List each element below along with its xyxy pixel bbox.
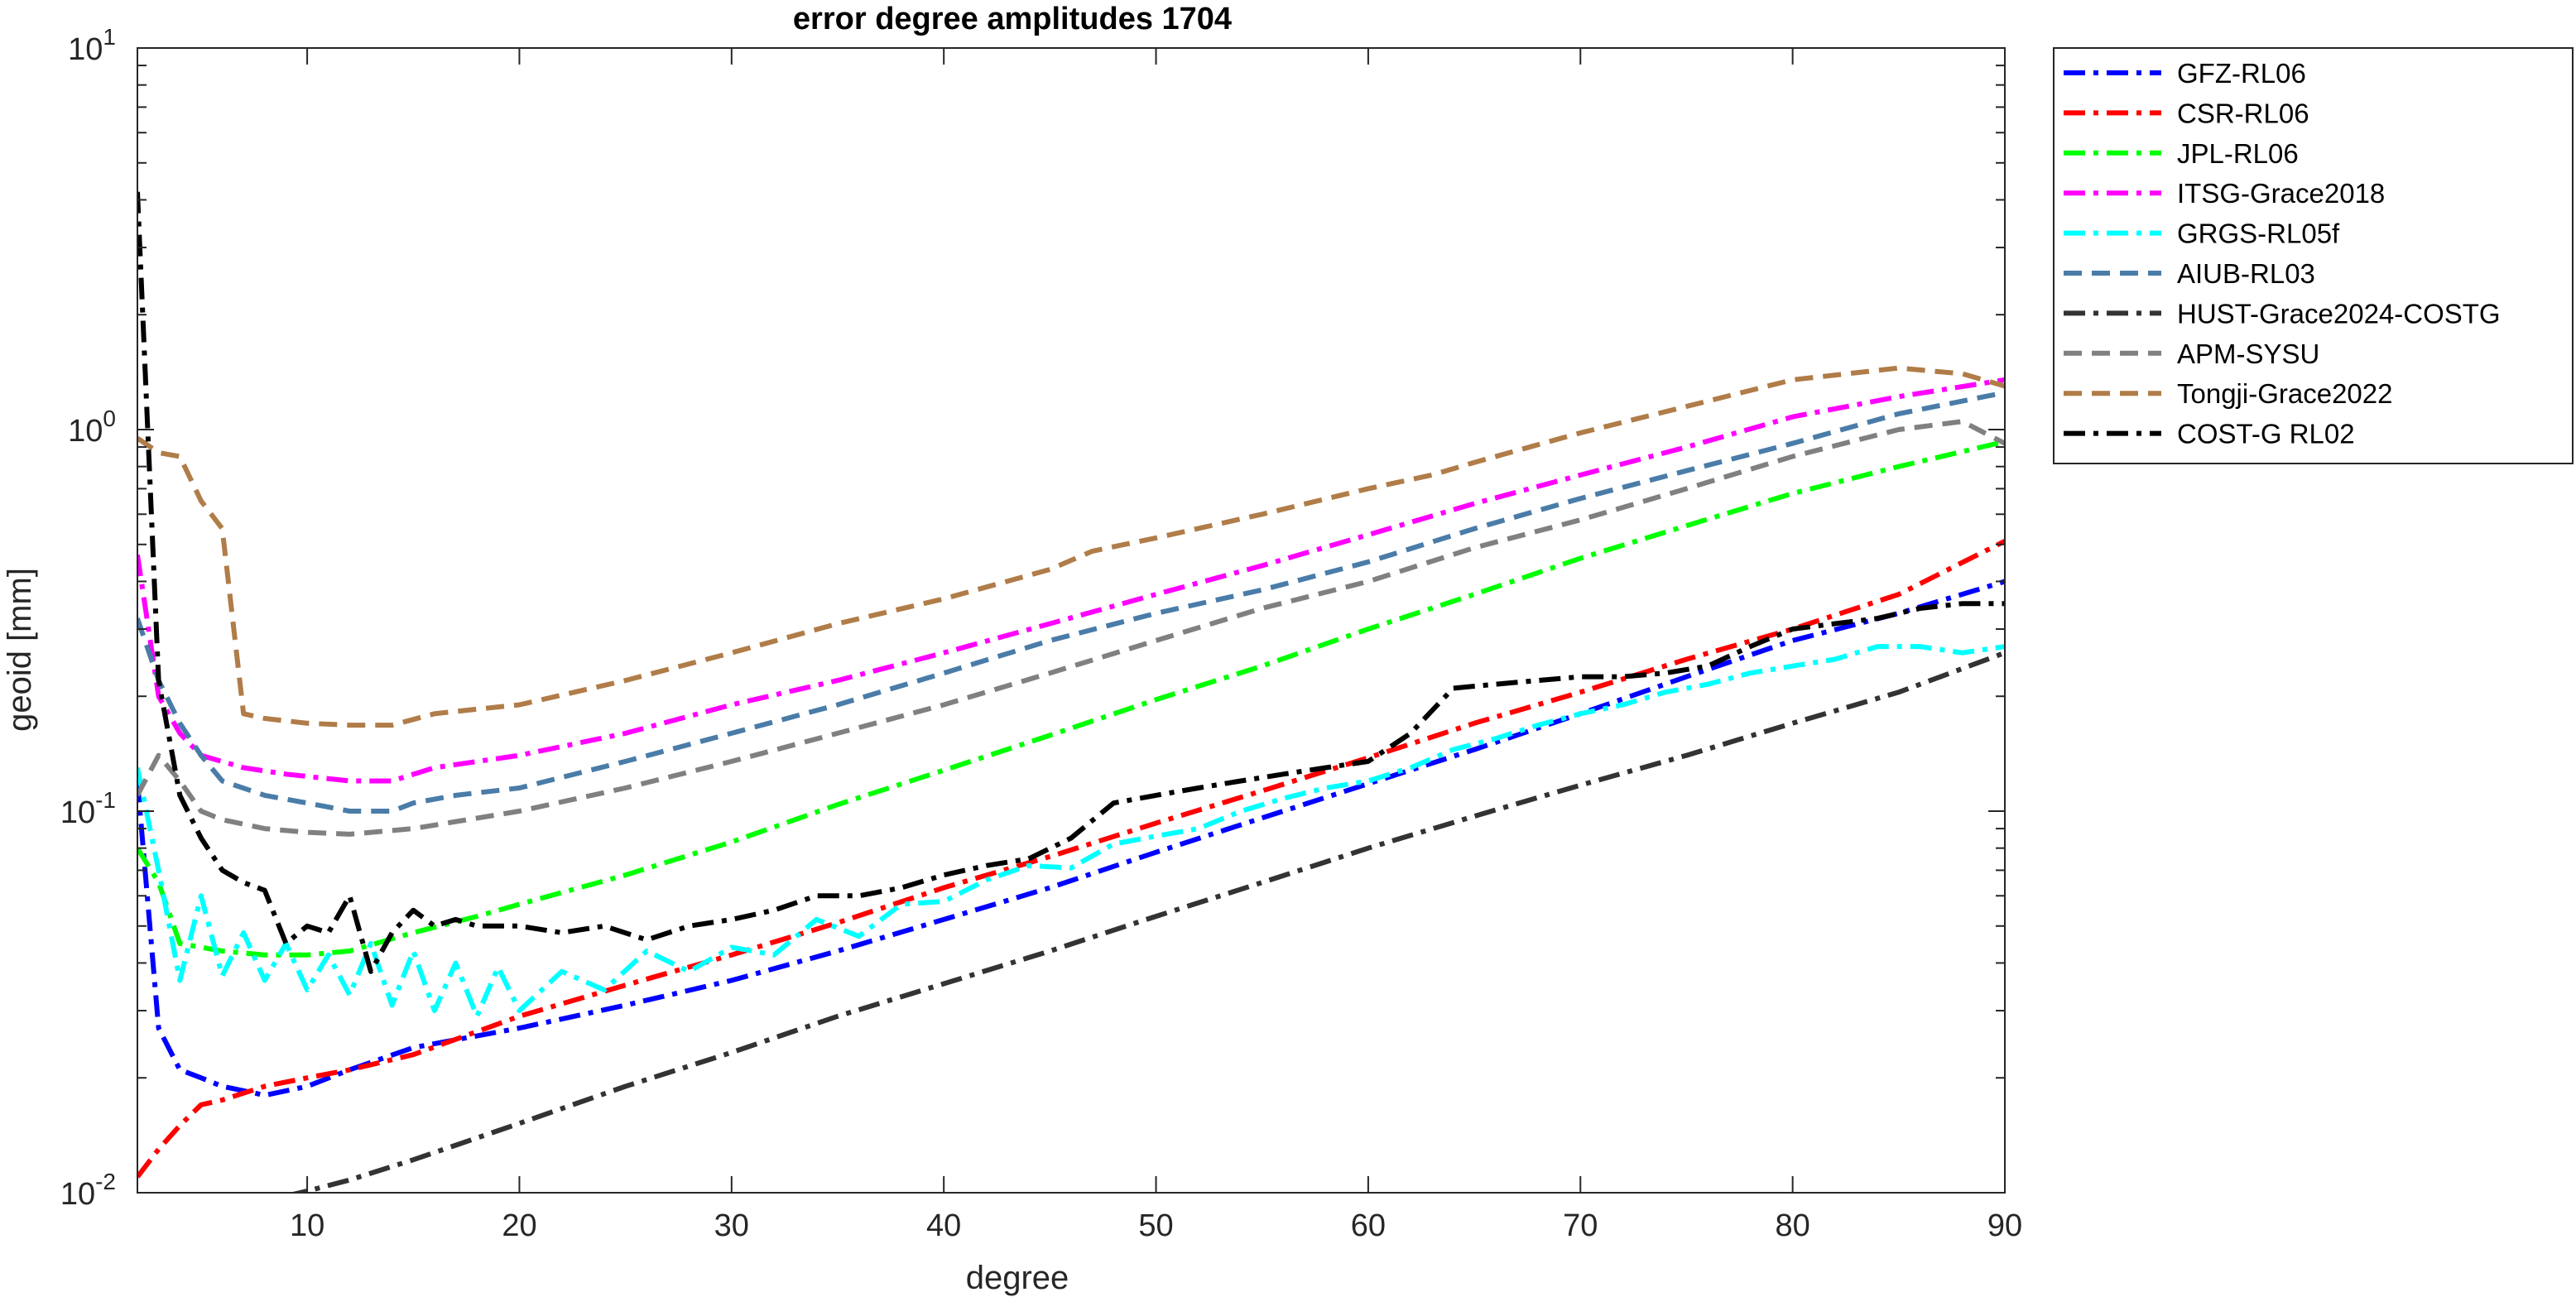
chart-title: error degree amplitudes 1704: [793, 2, 1232, 36]
y-tick-label: 100: [68, 406, 116, 449]
x-tick-label: 30: [714, 1208, 749, 1243]
y-tick-base: 10: [68, 414, 103, 449]
x-tick-label: 50: [1138, 1208, 1173, 1243]
y-tick-exponent: 0: [103, 406, 116, 431]
series-line-grgs-rl05f: [137, 644, 2005, 1019]
legend-item: CSR-RL06: [2064, 98, 2309, 128]
legend-label: HUST-Grace2024-COSTG: [2177, 298, 2501, 329]
y-tick-exponent: 1: [103, 24, 116, 50]
y-tick-exponent: -2: [95, 1169, 116, 1194]
x-tick-label: 10: [290, 1208, 324, 1243]
y-tick-label: 101: [68, 24, 116, 67]
legend-label: GFZ-RL06: [2177, 58, 2306, 89]
series-line-cost-g-rl02: [137, 191, 2005, 974]
series-line-jpl-rl06: [137, 439, 2005, 958]
legend-item: Tongji-Grace2022: [2064, 378, 2393, 409]
x-tick-label: 80: [1775, 1208, 1809, 1243]
legend-box: [2053, 47, 2574, 464]
legend-label: COST-G RL02: [2177, 419, 2355, 449]
series-line-itsg-grace2018: [137, 377, 2005, 784]
x-tick-label: 20: [502, 1208, 536, 1243]
legend-item: AIUB-RL03: [2064, 258, 2315, 289]
series-line-tongji-grace2022: [137, 365, 2005, 728]
legend-label: AIUB-RL03: [2177, 258, 2315, 289]
series-line-hust-grace2024-costg: [289, 650, 2005, 1193]
legend-label: GRGS-RL05f: [2177, 219, 2340, 249]
legend: GFZ-RL06 CSR-RL06 JPL-RL06 ITSG-Grace2018 GR…: [2053, 47, 2574, 464]
y-tick-base: 10: [68, 32, 103, 67]
plot-frame: [137, 47, 2006, 1194]
legend-item: HUST-Grace2024-COSTG: [2064, 298, 2501, 329]
y-tick-base: 10: [60, 1177, 95, 1212]
legend-label: CSR-RL06: [2177, 98, 2309, 128]
y-axis-label: geoid [mm]: [2, 568, 38, 732]
y-tick-label: 10-1: [60, 787, 116, 830]
x-tick-label: 70: [1563, 1208, 1598, 1243]
legend-label: ITSG-Grace2018: [2177, 178, 2385, 209]
legend-label: APM-SYSU: [2177, 339, 2319, 369]
series-layer: [137, 191, 2005, 1193]
legend-item: ITSG-Grace2018: [2064, 178, 2385, 209]
legend-item: APM-SYSU: [2064, 339, 2319, 369]
legend-item: GRGS-RL05f: [2064, 219, 2340, 249]
x-tick-label: 40: [926, 1208, 961, 1243]
y-tick-exponent: -1: [95, 787, 116, 813]
legend-item: GFZ-RL06: [2064, 58, 2306, 89]
series-line-csr-rl06: [137, 539, 2005, 1179]
series-line-apm-sysu: [137, 419, 2005, 837]
legend-item: JPL-RL06: [2064, 138, 2299, 169]
y-tick-base: 10: [60, 795, 95, 830]
legend-label: Tongji-Grace2022: [2177, 378, 2393, 409]
legend-label: JPL-RL06: [2177, 138, 2299, 169]
legend-item: COST-G RL02: [2064, 419, 2355, 449]
series-line-aiub-rl03: [137, 390, 2005, 814]
y-tick-label: 10-2: [60, 1169, 116, 1212]
x-tick-label: 90: [1987, 1208, 2022, 1243]
x-axis-label: degree: [966, 1260, 1069, 1296]
x-tick-label: 60: [1351, 1208, 1386, 1243]
